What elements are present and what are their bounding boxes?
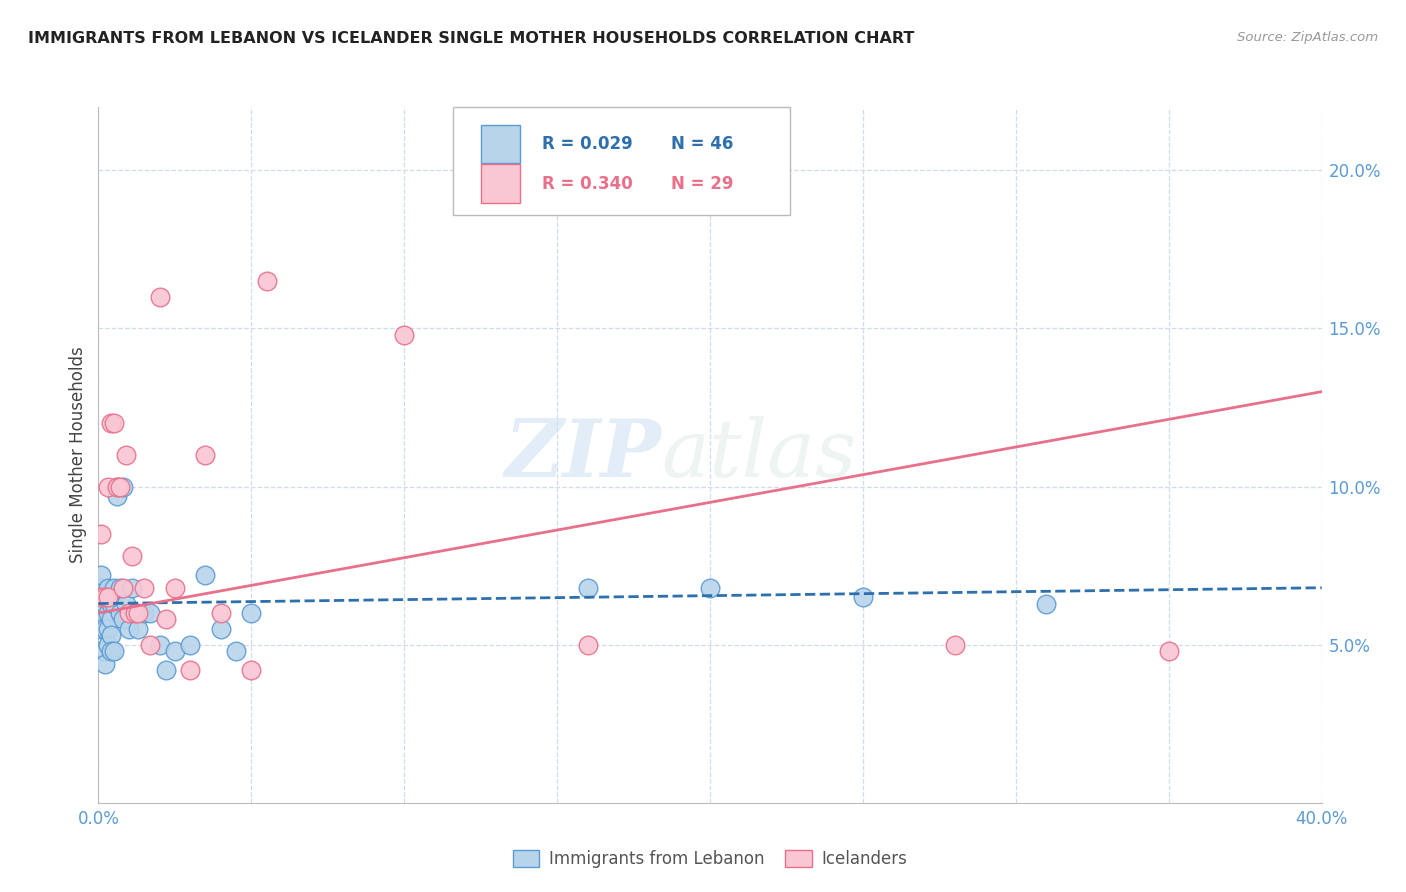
Point xyxy=(155,663,177,677)
FancyBboxPatch shape xyxy=(481,164,520,202)
Point xyxy=(97,581,120,595)
Y-axis label: Single Mother Households: Single Mother Households xyxy=(69,347,87,563)
Text: atlas: atlas xyxy=(661,417,856,493)
Point xyxy=(240,663,263,677)
Point xyxy=(852,591,875,605)
Point xyxy=(124,606,146,620)
Point xyxy=(103,644,125,658)
Point xyxy=(100,628,122,642)
Point xyxy=(111,479,134,493)
Point xyxy=(100,644,122,658)
Text: ZIP: ZIP xyxy=(505,417,661,493)
Point xyxy=(90,606,112,620)
Point xyxy=(115,448,138,462)
Point xyxy=(93,597,115,611)
Point xyxy=(90,622,112,636)
Point xyxy=(392,327,416,342)
Point xyxy=(134,581,156,595)
Point xyxy=(1035,597,1057,611)
Point xyxy=(225,644,247,658)
FancyBboxPatch shape xyxy=(481,125,520,163)
Point xyxy=(194,568,217,582)
Point xyxy=(179,638,201,652)
Point xyxy=(121,581,143,595)
Point xyxy=(149,290,172,304)
FancyBboxPatch shape xyxy=(453,107,790,215)
Point xyxy=(124,606,146,620)
Point xyxy=(134,606,156,620)
Point xyxy=(111,581,134,595)
Point xyxy=(209,606,232,620)
Point xyxy=(155,612,177,626)
Point xyxy=(149,638,172,652)
Point xyxy=(90,527,112,541)
Point xyxy=(90,568,112,582)
Point xyxy=(943,638,966,652)
Point xyxy=(115,597,138,611)
Point xyxy=(105,489,128,503)
Text: R = 0.340: R = 0.340 xyxy=(543,175,633,193)
Point xyxy=(163,581,186,595)
Point xyxy=(139,638,162,652)
Point xyxy=(103,417,125,431)
Point xyxy=(105,479,128,493)
Point xyxy=(97,591,120,605)
Point xyxy=(121,549,143,563)
Point xyxy=(93,591,115,605)
Point xyxy=(100,417,122,431)
Point xyxy=(100,612,122,626)
Point xyxy=(103,581,125,595)
Point xyxy=(90,591,112,605)
Text: IMMIGRANTS FROM LEBANON VS ICELANDER SINGLE MOTHER HOUSEHOLDS CORRELATION CHART: IMMIGRANTS FROM LEBANON VS ICELANDER SIN… xyxy=(28,31,914,46)
Point xyxy=(108,581,131,595)
Point xyxy=(105,479,128,493)
Point xyxy=(118,606,141,620)
Point xyxy=(1157,644,1180,658)
Point xyxy=(240,606,263,620)
Text: Source: ZipAtlas.com: Source: ZipAtlas.com xyxy=(1237,31,1378,45)
Text: R = 0.029: R = 0.029 xyxy=(543,135,633,153)
Point xyxy=(179,663,201,677)
Point xyxy=(209,622,232,636)
Point xyxy=(93,657,115,671)
Point xyxy=(100,597,122,611)
Point xyxy=(97,622,120,636)
Point xyxy=(118,622,141,636)
Point xyxy=(97,606,120,620)
Point xyxy=(90,581,112,595)
Point xyxy=(108,606,131,620)
Text: N = 46: N = 46 xyxy=(671,135,734,153)
Legend: Immigrants from Lebanon, Icelanders: Immigrants from Lebanon, Icelanders xyxy=(506,843,914,874)
Point xyxy=(111,612,134,626)
Point xyxy=(576,581,599,595)
Point xyxy=(127,622,149,636)
Point xyxy=(108,479,131,493)
Point xyxy=(93,622,115,636)
Point xyxy=(139,606,162,620)
Point xyxy=(699,581,721,595)
Point xyxy=(93,644,115,658)
Point xyxy=(103,597,125,611)
Point xyxy=(97,479,120,493)
Text: N = 29: N = 29 xyxy=(671,175,734,193)
Point xyxy=(93,591,115,605)
Point xyxy=(576,638,599,652)
Point xyxy=(97,638,120,652)
Point xyxy=(194,448,217,462)
Point xyxy=(127,606,149,620)
Point xyxy=(90,644,112,658)
Point xyxy=(163,644,186,658)
Point xyxy=(256,274,278,288)
